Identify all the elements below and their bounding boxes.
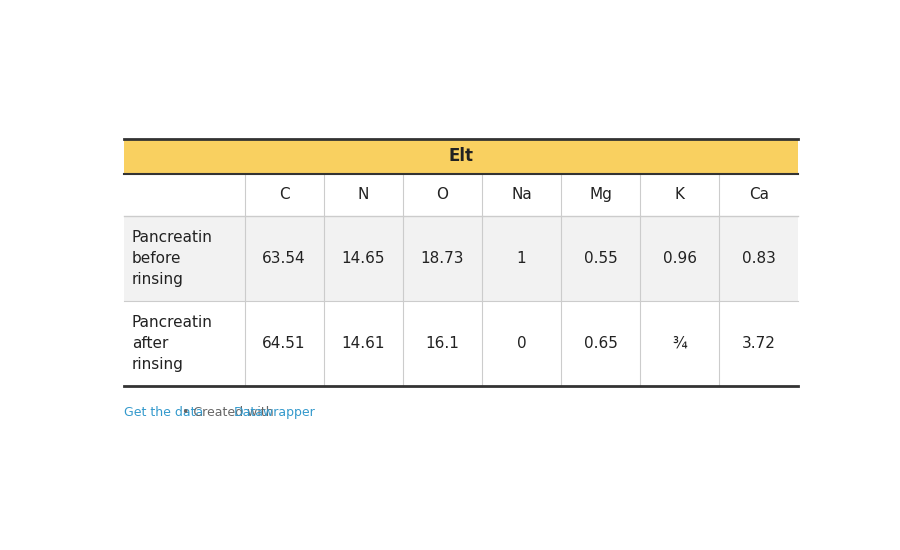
Text: 0.96: 0.96: [662, 251, 697, 266]
Bar: [124, 216, 798, 301]
Text: 1: 1: [517, 251, 526, 266]
Text: 14.65: 14.65: [341, 251, 385, 266]
Text: 0: 0: [517, 336, 526, 351]
Text: Na: Na: [511, 188, 532, 202]
Text: 14.61: 14.61: [341, 336, 385, 351]
Text: 18.73: 18.73: [420, 251, 464, 266]
Text: O: O: [436, 188, 448, 202]
Text: K: K: [675, 188, 685, 202]
Text: 64.51: 64.51: [262, 336, 306, 351]
Bar: [124, 139, 798, 174]
Bar: [124, 301, 798, 386]
Text: Elt: Elt: [449, 147, 473, 166]
Text: N: N: [357, 188, 369, 202]
Text: Datawrapper: Datawrapper: [234, 406, 316, 419]
Text: 0.65: 0.65: [583, 336, 617, 351]
Text: 0.83: 0.83: [742, 251, 776, 266]
Text: Pancreatin
before
rinsing: Pancreatin before rinsing: [132, 230, 212, 287]
Text: Pancreatin
after
rinsing: Pancreatin after rinsing: [132, 315, 212, 372]
Text: C: C: [279, 188, 290, 202]
Text: Ca: Ca: [749, 188, 769, 202]
Text: Mg: Mg: [590, 188, 612, 202]
Text: 16.1: 16.1: [426, 336, 459, 351]
Bar: [124, 174, 798, 216]
Text: 3.72: 3.72: [742, 336, 776, 351]
Text: 0.55: 0.55: [584, 251, 617, 266]
Text: ¾: ¾: [672, 336, 687, 351]
Text: • Created with: • Created with: [178, 406, 278, 419]
Text: Get the data: Get the data: [124, 406, 203, 419]
Text: 63.54: 63.54: [262, 251, 306, 266]
